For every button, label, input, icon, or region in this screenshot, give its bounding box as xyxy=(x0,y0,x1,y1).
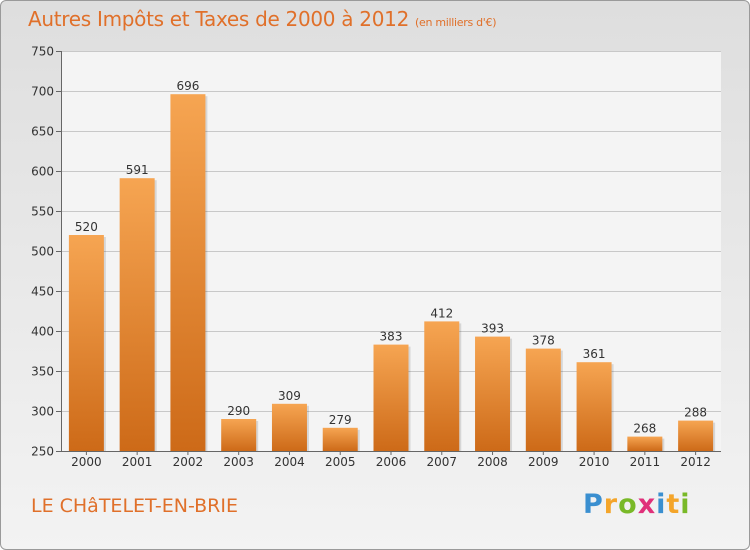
x-tick-label: 2006 xyxy=(376,455,407,469)
bar xyxy=(68,235,104,451)
bar xyxy=(678,420,714,451)
proxiti-logo: Proxiti xyxy=(583,489,691,520)
y-tick-label: 250 xyxy=(31,445,54,459)
bar-value-label: 288 xyxy=(684,406,707,420)
bar-value-label: 520 xyxy=(75,220,98,234)
bar-value-label: 412 xyxy=(430,306,453,320)
y-tick-label: 650 xyxy=(31,125,54,139)
chart-title: Autres Impôts et Taxes de 2000 à 2012 (en… xyxy=(28,7,496,31)
y-tick-label: 550 xyxy=(31,205,54,219)
bar-value-label: 309 xyxy=(278,389,301,403)
bar-value-label: 383 xyxy=(380,330,403,344)
bar-value-label: 268 xyxy=(633,422,656,436)
y-tick-label: 300 xyxy=(31,405,54,419)
x-tick-label: 2002 xyxy=(173,455,204,469)
y-tick-label: 600 xyxy=(31,165,54,179)
x-tick-label: 2001 xyxy=(122,455,153,469)
bar-value-label: 279 xyxy=(329,413,352,427)
bar xyxy=(373,344,409,451)
bar xyxy=(119,178,155,451)
bar xyxy=(576,362,612,451)
y-tick-label: 700 xyxy=(31,85,54,99)
x-tick-label: 2008 xyxy=(477,455,508,469)
bar xyxy=(170,94,206,451)
x-tick-label: 2000 xyxy=(71,455,102,469)
y-tick-label: 500 xyxy=(31,245,54,259)
bar xyxy=(322,427,358,451)
bar-value-label: 361 xyxy=(583,347,606,361)
x-tick-label: 2005 xyxy=(325,455,356,469)
bar-value-label: 591 xyxy=(126,163,149,177)
bar-value-label: 378 xyxy=(532,334,555,348)
commune-name: LE CHâTELET-EN-BRIE xyxy=(31,495,238,517)
y-tick-label: 350 xyxy=(31,365,54,379)
bar-value-label: 696 xyxy=(176,79,199,93)
chart-unit: (en milliers d'€) xyxy=(415,16,497,29)
x-tick-label: 2007 xyxy=(426,455,457,469)
x-tick-label: 2003 xyxy=(223,455,254,469)
y-tick-label: 450 xyxy=(31,285,54,299)
x-tick-label: 2009 xyxy=(528,455,559,469)
x-tick-label: 2012 xyxy=(680,455,711,469)
bar xyxy=(271,403,307,451)
x-tick-label: 2010 xyxy=(579,455,610,469)
y-tick-label: 400 xyxy=(31,325,54,339)
y-tick-label: 750 xyxy=(31,45,54,59)
x-tick-label: 2011 xyxy=(630,455,661,469)
chart-title-text: Autres Impôts et Taxes de 2000 à 2012 xyxy=(28,7,409,31)
bar-value-label: 290 xyxy=(227,404,250,418)
bar xyxy=(475,336,511,451)
bar xyxy=(525,348,561,451)
x-tick-label: 2004 xyxy=(274,455,305,469)
bar xyxy=(221,419,257,451)
bar xyxy=(424,321,460,451)
bar xyxy=(627,436,663,451)
bar-value-label: 393 xyxy=(481,322,504,336)
